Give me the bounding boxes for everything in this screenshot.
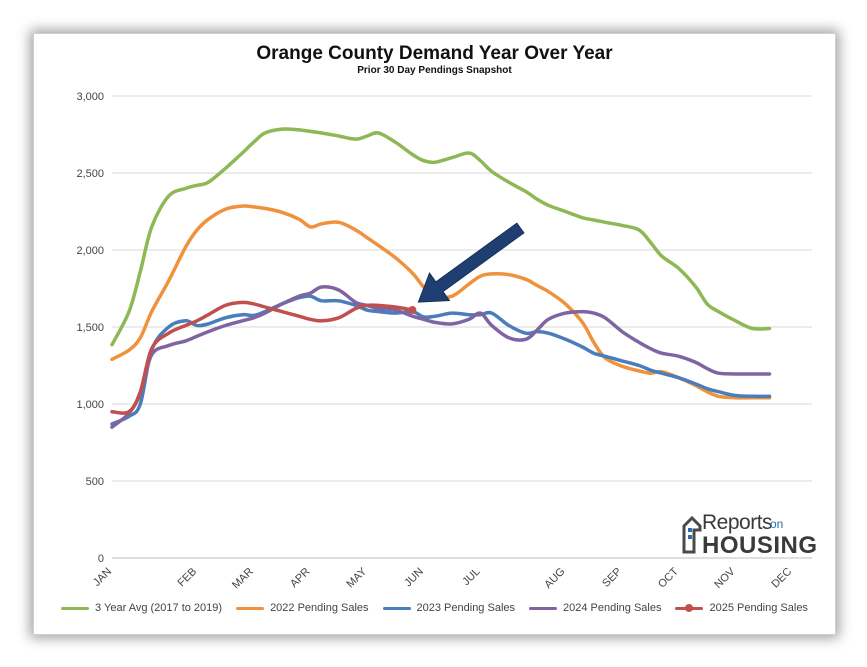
line-chart: 0 500 1,000 1,500 2,000 2,500 3,000 JAN FEB MAR A… [76, 91, 812, 591]
logo-on-text: on [770, 517, 784, 531]
chart-frame: Orange County Demand Year Over Year Prio… [33, 33, 836, 635]
y-tick-label: 3,000 [76, 91, 104, 103]
logo-reports-text: Reports [702, 511, 773, 534]
chart-legend: 3 Year Avg (2017 to 2019) 2022 Pending Sa… [34, 602, 835, 614]
legend-swatch [236, 606, 265, 610]
legend-marker [685, 603, 694, 612]
x-tick-label: AUG [542, 566, 567, 591]
x-tick-label: NOV [712, 565, 738, 591]
y-tick-label: 0 [98, 553, 104, 565]
reports-on-housing-logo: Reports on HOUSING [680, 510, 817, 560]
legend-item: 2023 Pending Sales [382, 602, 515, 614]
series-line-4 [110, 300, 415, 415]
x-tick-label: DEC [769, 566, 794, 591]
legend-item: 3 Year Avg (2017 to 2019) [61, 602, 222, 614]
legend-swatch [61, 606, 90, 610]
annotation-arrow [417, 222, 525, 303]
x-tick-label: JUL [460, 566, 482, 588]
series-line-0 [110, 127, 772, 347]
y-axis: 0 500 1,000 1,500 2,000 2,500 3,000 [76, 91, 104, 565]
legend-item: 2022 Pending Sales [236, 602, 369, 614]
annotations [417, 222, 525, 303]
logo-housing-text: HOUSING [702, 532, 818, 559]
gridlines [112, 95, 812, 559]
x-tick-label: JUN [402, 566, 426, 590]
series-end-marker [408, 306, 417, 315]
legend-item: 2024 Pending Sales [529, 602, 661, 614]
y-tick-label: 1,000 [76, 399, 104, 411]
legend-item: 2025 Pending Sales [675, 602, 808, 614]
y-tick-label: 500 [86, 476, 104, 488]
x-tick-label: MAY [344, 565, 369, 590]
y-tick-label: 2,000 [76, 245, 104, 257]
legend-label: 2023 Pending Sales [416, 602, 515, 614]
series-line-3 [110, 285, 772, 429]
x-tick-label: JAN [91, 566, 114, 589]
y-tick-label: 2,500 [76, 168, 104, 180]
series-line-1 [110, 204, 772, 400]
logo-house-icon [682, 515, 702, 554]
x-tick-label: APR [288, 566, 313, 591]
legend-swatch [382, 606, 411, 610]
legend-label: 2022 Pending Sales [270, 602, 369, 614]
x-tick-label: MAR [230, 566, 256, 592]
legend-label: 2024 Pending Sales [563, 602, 662, 614]
x-tick-label: OCT [656, 565, 681, 590]
legend-label: 2025 Pending Sales [709, 602, 808, 614]
chart-subtitle: Prior 30 Day Pendings Snapshot [357, 65, 512, 76]
legend-swatch [529, 606, 557, 610]
x-tick-label: SEP [600, 566, 624, 590]
y-tick-label: 1,500 [76, 322, 104, 334]
chart-title: Orange County Demand Year Over Year [256, 43, 613, 64]
legend-swatch [675, 603, 704, 612]
series-line-2 [110, 294, 772, 426]
x-tick-label: FEB [176, 566, 200, 590]
x-axis: JAN FEB MAR APR MAY JUN JUL AUG SEP OCT NOV DEC [91, 565, 794, 591]
legend-label: 3 Year Avg (2017 to 2019) [95, 602, 223, 614]
